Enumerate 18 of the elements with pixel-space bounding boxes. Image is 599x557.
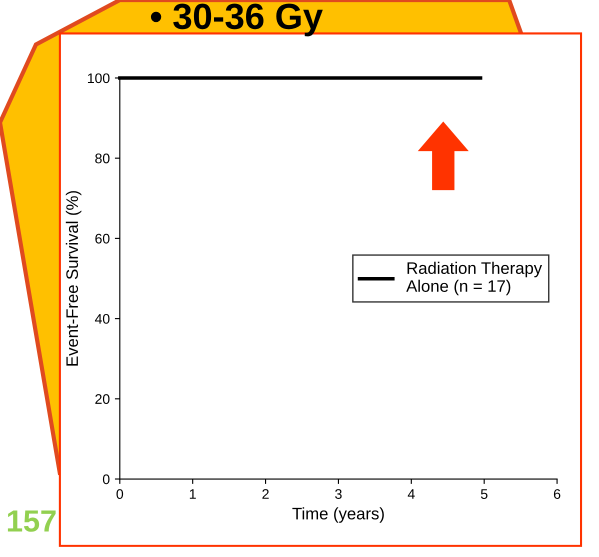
y-tick-label: 20: [95, 394, 110, 404]
x-tick-label: 3: [335, 489, 342, 499]
legend-label: Radiation Therapy Alone (n = 17): [406, 262, 542, 296]
x-axis-title: Time (years): [292, 507, 384, 523]
x-tick-label: 4: [408, 489, 415, 499]
x-tick-label: 6: [554, 489, 560, 499]
x-tick-label: 5: [480, 489, 488, 499]
y-tick-label: 0: [102, 474, 110, 484]
x-tick-label: 1: [190, 489, 196, 499]
x-tick-label: 0: [116, 489, 124, 499]
y-tick-label: 60: [95, 234, 110, 244]
y-tick-label: 100: [88, 73, 110, 84]
text: 157: [8, 510, 56, 532]
y-tick-label: 40: [94, 314, 110, 324]
x-tick-label: 2: [262, 489, 269, 499]
y-tick-label: 80: [95, 154, 110, 164]
text: • 30-36 Gy: [150, 4, 323, 36]
y-axis-title: Event-Free Survival (%): [66, 191, 82, 366]
